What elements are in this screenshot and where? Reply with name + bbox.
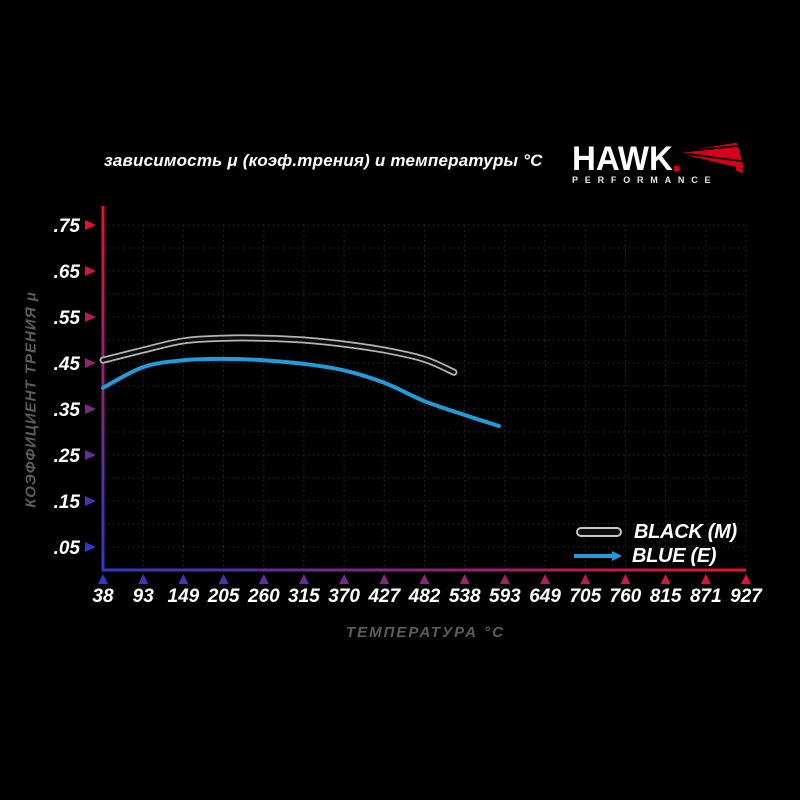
- x-tick-label: 260: [247, 586, 280, 607]
- x-tick-label: 927: [730, 586, 763, 607]
- hawk-wing-icon: [681, 142, 744, 174]
- x-tick-label: 760: [610, 586, 642, 607]
- x-tick-label: 149: [168, 586, 200, 607]
- legend-item-blue: BLUE (E): [574, 544, 737, 567]
- x-tick-arrow-icon: [580, 574, 591, 584]
- x-tick-label: 482: [408, 586, 441, 607]
- y-tick-label: .05: [54, 538, 81, 559]
- legend: BLACK (M) BLUE (E): [574, 520, 737, 567]
- x-tick-arrow-icon: [298, 574, 309, 584]
- y-tick-label: .35: [54, 400, 81, 421]
- x-tick-label: 705: [569, 586, 601, 607]
- x-tick-label: 815: [650, 586, 682, 607]
- y-tick-label: .15: [54, 492, 81, 513]
- hawk-brand-text: HAWK: [572, 138, 673, 178]
- x-tick-label: 427: [367, 586, 401, 607]
- x-tick-arrow-icon: [339, 574, 350, 584]
- y-tick-label: .75: [54, 216, 81, 237]
- x-tick-label: 38: [92, 586, 114, 607]
- x-tick-label: 538: [449, 586, 481, 607]
- x-tick-arrow-icon: [138, 574, 149, 584]
- legend-item-black: BLACK (M): [574, 520, 737, 543]
- series-black-curve: [101, 336, 456, 374]
- series-blue-curve: [101, 356, 501, 428]
- x-tick-label: 315: [288, 586, 320, 607]
- x-axis-title: ТЕМПЕРАТУРА °C: [345, 624, 506, 641]
- x-tick-label: 205: [207, 586, 240, 607]
- x-tick-arrow-icon: [499, 574, 510, 584]
- x-tick-arrow-icon: [218, 574, 229, 584]
- y-tick-arrow-icon: [85, 266, 96, 276]
- chart-title: зависимость μ (коэф.трения) и температур…: [104, 151, 543, 170]
- hawk-trademark-dot: [673, 166, 679, 171]
- x-tick-arrow-icon: [660, 574, 671, 584]
- x-tick-label: 649: [529, 586, 561, 607]
- x-tick-label: 871: [690, 586, 722, 607]
- y-tick-arrow-icon: [85, 450, 96, 460]
- x-tick-arrow-icon: [178, 574, 189, 584]
- x-tick-arrow-icon: [419, 574, 430, 584]
- y-tick-arrow-icon: [85, 404, 96, 414]
- hawk-brand-row: HAWK: [572, 138, 772, 178]
- y-tick-label: .65: [54, 262, 81, 283]
- x-tick-label: 370: [328, 586, 360, 607]
- y-tick-arrow-icon: [85, 358, 96, 368]
- x-tick-arrow-icon: [98, 574, 108, 584]
- legend-swatch-blue-icon: [574, 550, 622, 561]
- y-tick-arrow-icon: [85, 220, 96, 230]
- x-tick-arrow-icon: [741, 574, 751, 584]
- hawk-performance-text: PERFORMANCE: [572, 175, 718, 185]
- x-tick-arrow-icon: [620, 574, 631, 584]
- x-tick-label: 93: [133, 586, 155, 607]
- legend-swatch-black-icon: [574, 526, 624, 538]
- x-tick-arrow-icon: [379, 574, 390, 584]
- x-tick-arrow-icon: [258, 574, 269, 584]
- hawk-logo: HAWK PERFORMANCE: [572, 138, 772, 196]
- legend-label-black: BLACK (M): [634, 520, 737, 543]
- y-tick-label: .45: [54, 354, 81, 375]
- x-tick-arrow-icon: [459, 574, 470, 584]
- x-tick-arrow-icon: [700, 574, 711, 584]
- y-tick-label: .25: [54, 446, 81, 467]
- x-tick-label: 593: [489, 586, 521, 607]
- y-tick-arrow-icon: [85, 542, 96, 552]
- y-tick-arrow-icon: [85, 496, 96, 506]
- legend-label-blue: BLUE (E): [632, 544, 717, 567]
- y-tick-label: .55: [54, 308, 81, 329]
- x-tick-arrow-icon: [540, 574, 551, 584]
- y-tick-arrow-icon: [85, 312, 96, 322]
